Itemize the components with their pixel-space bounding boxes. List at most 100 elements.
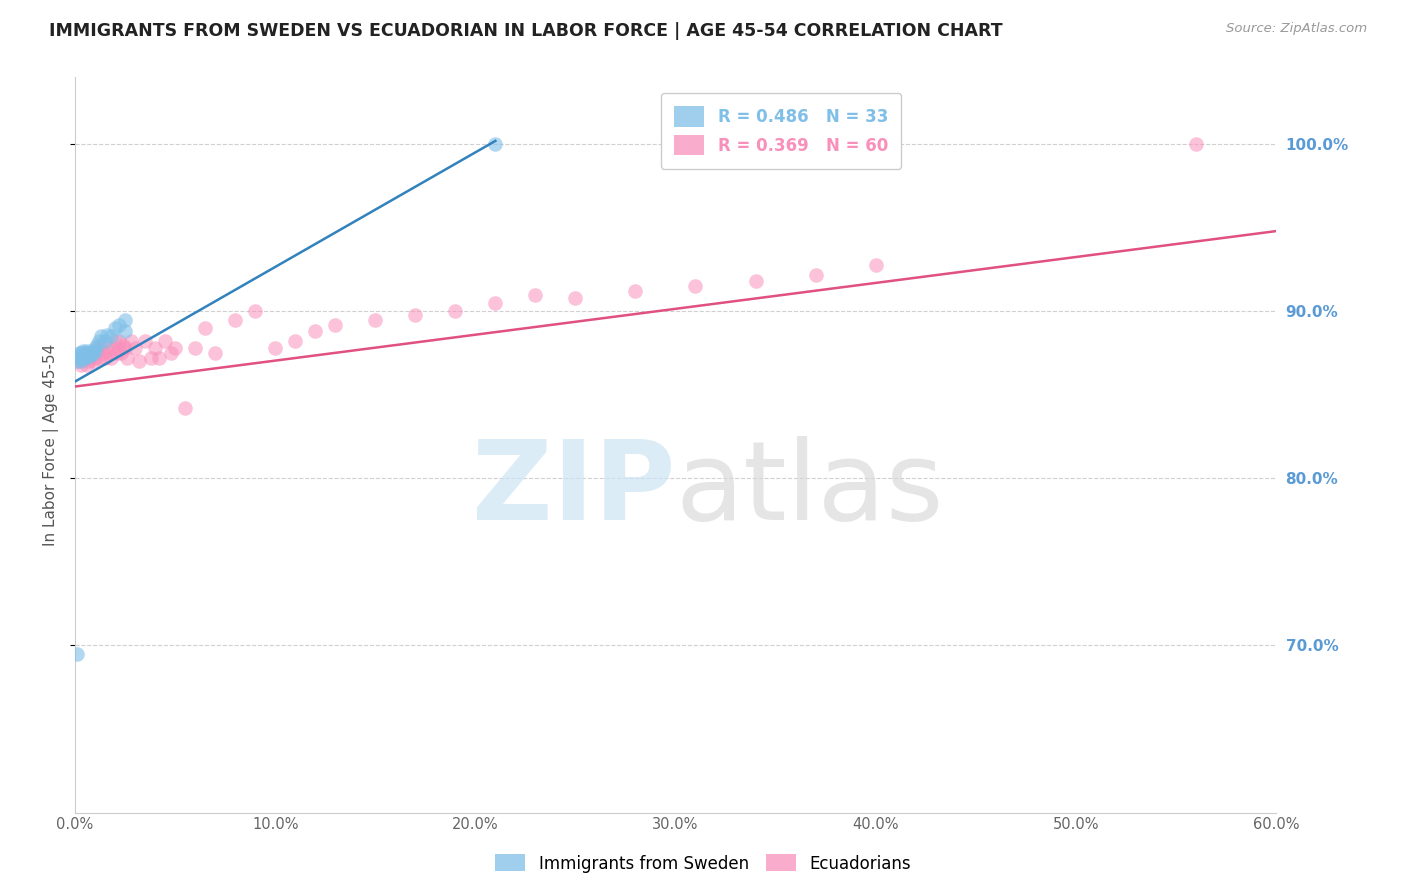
Point (70, 348, 93, 362)
Point (128, 354, 150, 368)
Point (284, 334, 307, 349)
Text: ZIP: ZIP (472, 435, 675, 542)
Point (114, 312, 136, 326)
Point (82, 346, 104, 360)
Point (1184, 137, 1206, 152)
Point (134, 334, 156, 349)
Point (76, 348, 98, 362)
Point (101, 341, 124, 355)
Point (105, 346, 128, 360)
Point (323, 318, 346, 332)
Point (124, 341, 146, 355)
Point (685, 279, 707, 293)
Point (77, 354, 100, 368)
Point (108, 318, 131, 332)
Point (98, 346, 121, 360)
Point (108, 341, 131, 355)
Point (72, 344, 94, 359)
Point (86, 346, 108, 360)
Point (404, 308, 426, 322)
Point (96, 341, 118, 355)
Point (82, 344, 104, 359)
Point (224, 312, 246, 326)
Legend: Immigrants from Sweden, Ecuadorians: Immigrants from Sweden, Ecuadorians (489, 847, 917, 880)
Point (75, 350, 97, 364)
Point (70, 354, 93, 368)
Point (84, 341, 107, 355)
Point (194, 321, 217, 335)
Point (75, 346, 97, 360)
Point (77, 351, 100, 365)
Point (66, 354, 89, 368)
Point (264, 341, 287, 355)
Point (143, 341, 166, 355)
Point (104, 334, 127, 349)
Point (112, 337, 135, 351)
Text: Source: ZipAtlas.com: Source: ZipAtlas.com (1226, 22, 1367, 36)
Point (82, 354, 104, 368)
Point (104, 321, 127, 335)
Point (100, 351, 122, 365)
Point (75, 351, 97, 365)
Y-axis label: In Labor Force | Age 45-54: In Labor Force | Age 45-54 (44, 343, 59, 546)
Point (91, 346, 114, 360)
Point (77, 346, 100, 360)
Point (72, 351, 94, 365)
Point (484, 296, 506, 310)
Point (76, 344, 98, 359)
Point (165, 341, 187, 355)
Point (76, 358, 98, 372)
Point (70, 350, 93, 364)
Point (804, 268, 827, 282)
Point (174, 401, 197, 416)
Point (67, 351, 90, 365)
Point (484, 137, 506, 152)
Point (114, 341, 136, 355)
Point (153, 334, 176, 349)
Legend: R = 0.486   N = 33, R = 0.369   N = 60: R = 0.486 N = 33, R = 0.369 N = 60 (661, 93, 901, 169)
Text: IMMIGRANTS FROM SWEDEN VS ECUADORIAN IN LABOR FORCE | AGE 45-54 CORRELATION CHAR: IMMIGRANTS FROM SWEDEN VS ECUADORIAN IN … (49, 22, 1002, 40)
Point (120, 334, 142, 349)
Point (114, 325, 136, 339)
Point (80, 348, 103, 362)
Point (94, 351, 117, 365)
Point (865, 258, 887, 272)
Point (80, 346, 103, 360)
Point (184, 341, 207, 355)
Point (90, 337, 112, 351)
Point (564, 291, 586, 305)
Point (100, 329, 122, 343)
Point (96, 327, 118, 342)
Point (87, 334, 110, 349)
Point (204, 346, 226, 360)
Point (87, 341, 110, 355)
Point (148, 351, 170, 365)
Point (444, 304, 467, 318)
Point (86, 337, 108, 351)
Point (70, 346, 93, 360)
Point (110, 346, 132, 360)
Point (160, 346, 183, 360)
Point (304, 325, 326, 339)
Point (66, 647, 89, 661)
Point (90, 329, 112, 343)
Point (744, 274, 766, 288)
Point (115, 351, 138, 365)
Point (72, 351, 94, 365)
Point (94, 334, 117, 349)
Point (75, 346, 97, 360)
Point (67, 346, 90, 360)
Point (524, 287, 547, 301)
Point (77, 350, 100, 364)
Point (84, 344, 107, 359)
Point (70, 358, 93, 372)
Point (364, 312, 387, 326)
Point (624, 285, 647, 299)
Point (84, 351, 107, 365)
Point (245, 304, 267, 318)
Point (139, 351, 162, 365)
Point (67, 354, 90, 368)
Text: atlas: atlas (675, 435, 943, 542)
Point (87, 351, 110, 365)
Point (108, 334, 131, 349)
